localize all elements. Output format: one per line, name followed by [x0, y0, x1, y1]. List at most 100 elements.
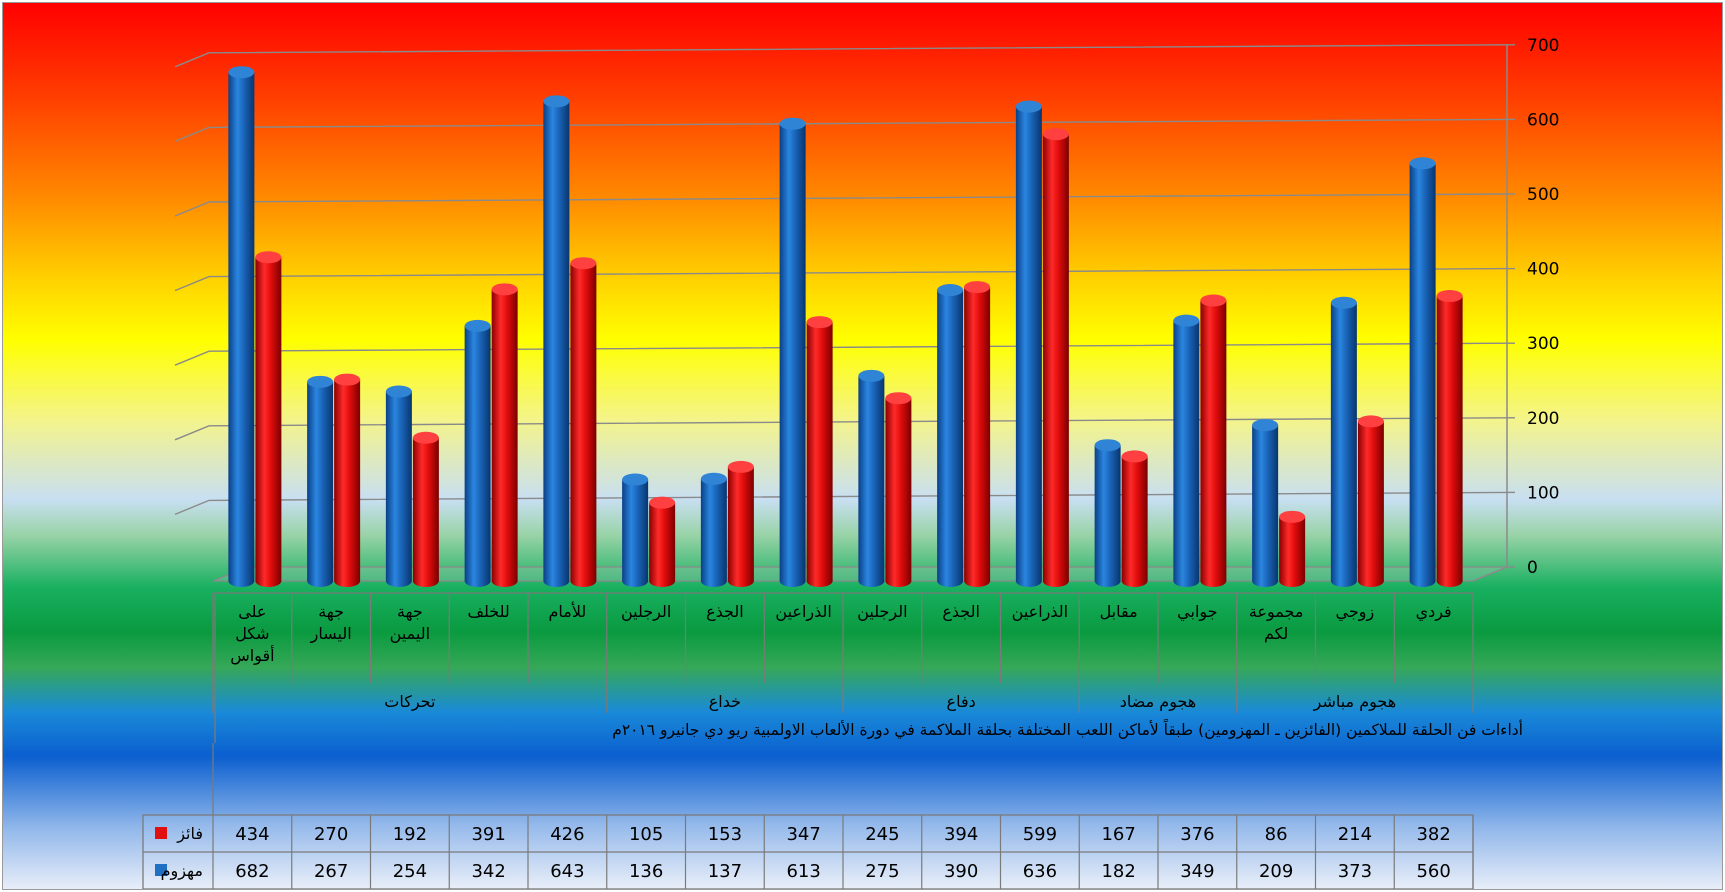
table-cell-value: 347: [786, 824, 820, 845]
group-label: هجوم مباشر: [1313, 692, 1397, 712]
bar-series-loser: [1094, 439, 1121, 587]
bar-series-winner: [334, 373, 361, 587]
table-cell-value: 275: [865, 861, 899, 882]
table-cell-value: 209: [1259, 861, 1293, 882]
bar-series-loser: [622, 473, 649, 587]
bar-series-loser: [1409, 157, 1436, 588]
bar-series-winner: [964, 281, 991, 587]
table-cell-value: 137: [708, 861, 742, 882]
grid-layer: [174, 44, 1508, 582]
y-tick-label: 600: [1527, 110, 1559, 130]
table-cell-value: 613: [786, 861, 820, 882]
bar-series-winner: [727, 460, 754, 587]
table-cell-value: 254: [393, 861, 427, 882]
y-tick-label: 400: [1527, 260, 1559, 280]
table-cell-value: 426: [550, 824, 584, 845]
x-axis: تحركات خداع دفاع هجوم مضاد هجوم مباشر على شكل أ…: [212, 592, 1523, 743]
bar-series-loser: [1015, 100, 1042, 587]
gridline: [174, 193, 1508, 217]
floor-edge: [1472, 566, 1508, 582]
y-tick-label: 100: [1527, 483, 1559, 503]
table-cell-value: 136: [629, 861, 663, 882]
category-label: الذراعين: [775, 602, 831, 622]
category-label: الجذع: [706, 602, 744, 622]
bar-series-loser: [385, 385, 412, 587]
bar-series-winner: [1121, 450, 1148, 587]
category-label: جهة اليمين: [390, 602, 430, 644]
table-cell-value: 394: [944, 824, 978, 845]
bar-series-winner: [1436, 290, 1463, 587]
table-cell-value: 167: [1101, 824, 1135, 845]
category-label: جوابي: [1177, 602, 1217, 622]
bar-series-winner: [255, 251, 282, 587]
bar-series-loser: [464, 319, 491, 587]
table-cell-value: 560: [1416, 861, 1450, 882]
chart-svg: 0 100 200 300 400 500 600 700 تحركات خداع دفاع هجو…: [142, 36, 1559, 889]
table-cell-value: 382: [1416, 824, 1450, 845]
table-cell-value: 86: [1265, 824, 1288, 845]
group-label: دفاع: [947, 692, 976, 712]
table-cell-value: 214: [1338, 824, 1372, 845]
bar-series-loser: [228, 66, 255, 587]
bar-series-loser: [307, 375, 334, 587]
gridline: [174, 417, 1508, 441]
y-tick-label: 200: [1527, 409, 1559, 429]
bar-series-winner: [1357, 415, 1384, 587]
table-cell-value: 153: [708, 824, 742, 845]
table-cell-value: 245: [865, 824, 899, 845]
group-label: هجوم مضاد: [1120, 692, 1196, 712]
axis-caption: أداءات فن الحلقة للملاكمين (الفائزين ـ ا…: [612, 719, 1523, 740]
table-cell-value: 270: [314, 824, 348, 845]
bar-series-loser: [543, 95, 570, 588]
legend-label: فائز: [176, 824, 203, 844]
bar-series-winner: [649, 496, 676, 587]
category-label: مقابل: [1100, 602, 1138, 621]
category-label: الذراعين: [1012, 602, 1068, 622]
y-tick-label: 0: [1527, 558, 1538, 578]
category-label: الرجلين: [621, 602, 671, 622]
y-tick-label: 700: [1527, 36, 1559, 56]
bar-series-loser: [858, 369, 885, 587]
table-cell-value: 643: [550, 861, 584, 882]
group-label: تحركات: [384, 692, 435, 712]
category-label: زوجي: [1336, 602, 1375, 622]
bar-series-winner: [1200, 294, 1227, 587]
bar-series-winner: [491, 283, 518, 587]
category-label: الجذع: [942, 602, 980, 622]
bar-series-loser: [937, 284, 964, 587]
table-cell-value: 349: [1180, 861, 1214, 882]
table-cell-value: 636: [1023, 861, 1057, 882]
table-cell-value: 373: [1338, 861, 1372, 882]
table-cell-value: 599: [1023, 824, 1057, 845]
category-label: مجموعة لكم: [1249, 602, 1304, 643]
table-cell-value: 682: [235, 861, 269, 882]
gridline: [174, 267, 1508, 292]
y-axis: 0 100 200 300 400 500 600 700: [1506, 36, 1559, 578]
y-tick-label: 300: [1527, 334, 1559, 354]
table-cell-value: 390: [944, 861, 978, 882]
y-tick-label: 500: [1527, 185, 1559, 205]
legend-label: مهزوم: [161, 861, 203, 881]
bar-series-loser: [1330, 296, 1357, 587]
legend-swatch: [155, 827, 167, 839]
bar-series-loser: [700, 472, 727, 587]
gridline: [174, 491, 1508, 516]
bar-series-winner: [885, 392, 912, 587]
bar-series-winner: [570, 257, 597, 587]
table-cell-value: 391: [471, 824, 505, 845]
category-label: على شكل أقواس: [230, 602, 274, 666]
table-cell-value: 376: [1180, 824, 1214, 845]
group-label: خداع: [709, 692, 741, 712]
gridline: [174, 342, 1508, 366]
table-cell-value: 434: [235, 824, 269, 845]
bar-series-loser: [779, 117, 806, 588]
legend-swatch: [155, 864, 167, 876]
category-label: للخلف: [467, 602, 509, 621]
gridline: [174, 44, 1508, 68]
bar-series-winner: [806, 316, 833, 587]
bar-series-winner: [1042, 128, 1069, 587]
table-cell-value: 267: [314, 861, 348, 882]
bar-series-winner: [1279, 510, 1306, 587]
table-cell-value: 192: [393, 824, 427, 845]
